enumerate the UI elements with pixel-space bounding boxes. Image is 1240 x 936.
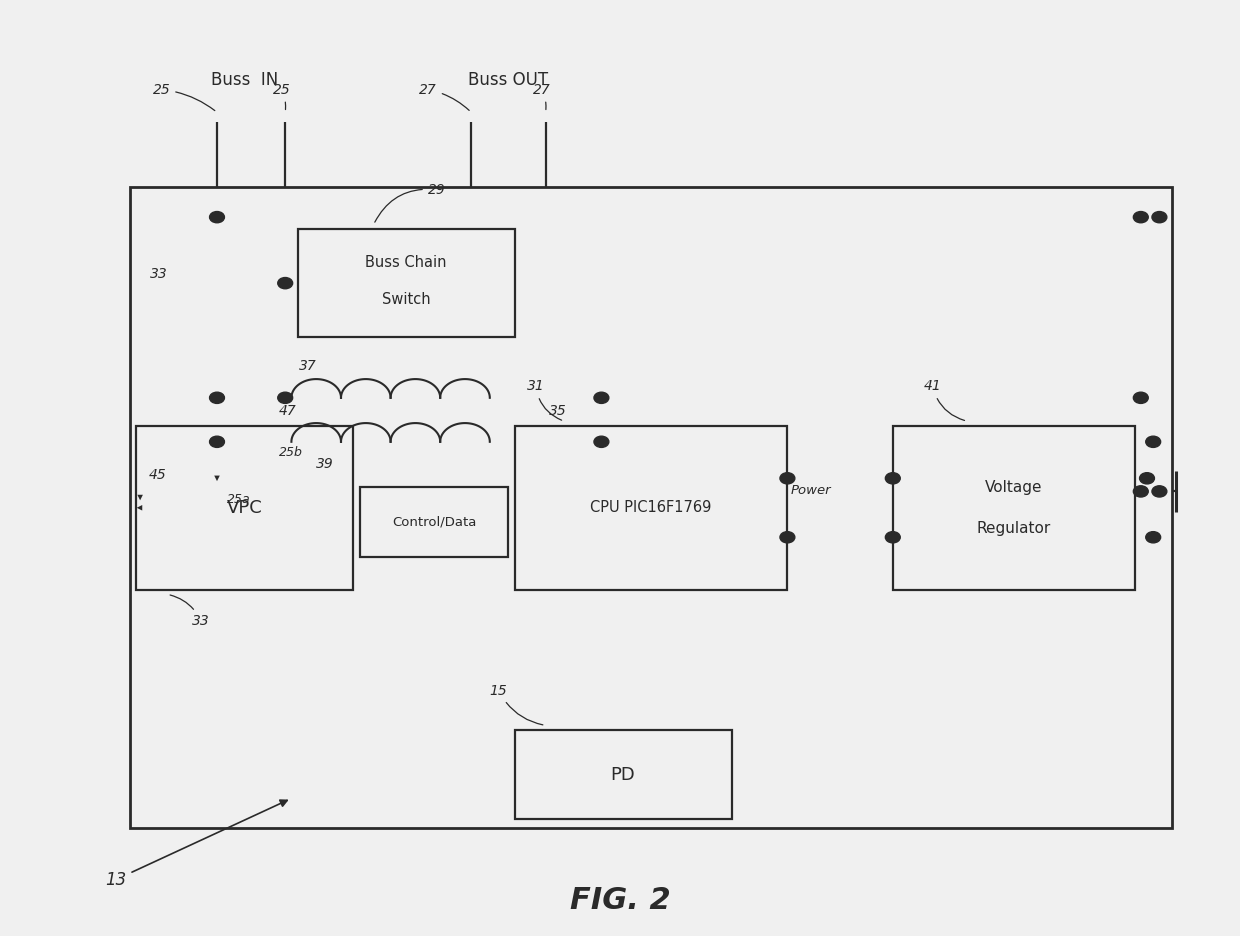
Circle shape: [1146, 532, 1161, 543]
Text: 31: 31: [527, 379, 562, 420]
Circle shape: [210, 392, 224, 403]
Text: 27: 27: [419, 82, 469, 110]
Text: PD: PD: [611, 766, 635, 783]
Text: 15: 15: [490, 683, 543, 724]
Text: Buss OUT: Buss OUT: [469, 71, 548, 89]
Text: FIG. 2: FIG. 2: [569, 886, 671, 914]
Circle shape: [1152, 486, 1167, 497]
Bar: [136, 426, 353, 590]
Circle shape: [594, 436, 609, 447]
Text: Buss  IN: Buss IN: [211, 71, 279, 89]
Text: CPU PIC16F1769: CPU PIC16F1769: [590, 500, 712, 516]
Text: Switch: Switch: [382, 292, 430, 308]
Text: 41: 41: [924, 379, 965, 420]
Circle shape: [1133, 486, 1148, 497]
Text: Buss Chain: Buss Chain: [366, 255, 446, 271]
Circle shape: [885, 532, 900, 543]
Text: Control/Data: Control/Data: [392, 516, 476, 528]
Text: 25: 25: [153, 82, 215, 110]
Text: Power: Power: [791, 485, 832, 497]
Circle shape: [1133, 212, 1148, 223]
Circle shape: [1140, 473, 1154, 484]
Circle shape: [1133, 392, 1148, 403]
Circle shape: [278, 277, 293, 288]
Bar: [515, 730, 732, 819]
Circle shape: [1146, 436, 1161, 447]
Text: 45: 45: [149, 468, 166, 482]
Bar: [893, 426, 1135, 590]
Bar: [360, 487, 508, 557]
Circle shape: [594, 392, 609, 403]
Bar: [515, 426, 787, 590]
Text: 25: 25: [273, 82, 290, 110]
Text: Voltage: Voltage: [985, 479, 1043, 495]
Text: 47: 47: [279, 403, 296, 417]
Circle shape: [1152, 212, 1167, 223]
Text: 39: 39: [316, 457, 334, 471]
Circle shape: [210, 436, 224, 447]
Text: 37: 37: [299, 358, 316, 373]
Bar: [298, 229, 515, 337]
Text: Regulator: Regulator: [977, 520, 1050, 536]
Text: 13: 13: [105, 800, 288, 888]
Text: 35: 35: [549, 403, 567, 417]
Text: 27: 27: [533, 82, 551, 110]
Circle shape: [885, 473, 900, 484]
Circle shape: [210, 212, 224, 223]
Text: 25b: 25b: [279, 446, 303, 459]
Text: 25a: 25a: [227, 492, 250, 505]
Text: 33: 33: [150, 267, 167, 281]
Text: 29: 29: [374, 183, 445, 222]
Circle shape: [780, 532, 795, 543]
Circle shape: [780, 473, 795, 484]
Circle shape: [278, 392, 293, 403]
Text: VPC: VPC: [227, 499, 263, 517]
Text: 33: 33: [170, 595, 210, 628]
Bar: [130, 187, 1172, 828]
